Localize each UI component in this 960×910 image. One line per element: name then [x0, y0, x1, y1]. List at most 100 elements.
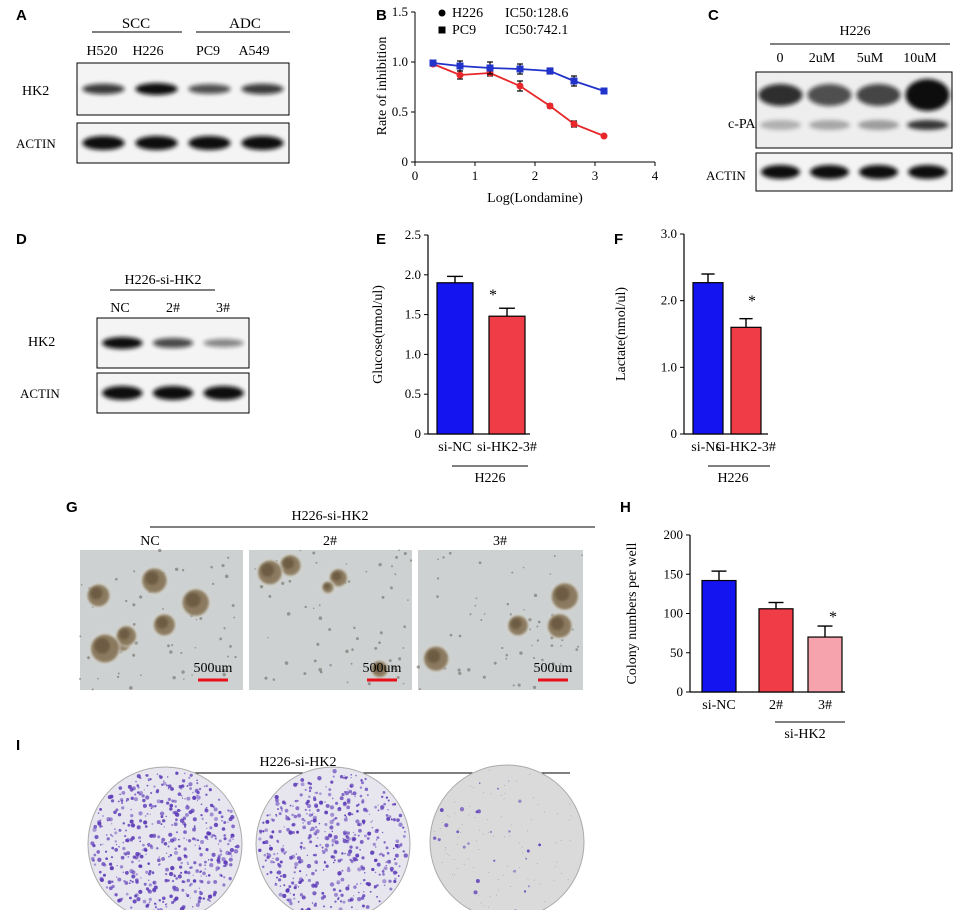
stained-colony	[223, 876, 226, 879]
stained-colony	[117, 800, 120, 803]
panel-g: H226-si-HK2 NC 2# 3# 500um 500um 500um	[78, 509, 595, 691]
stained-colony	[374, 871, 377, 874]
y-tick-label: 0	[671, 426, 678, 441]
stained-colony	[149, 833, 154, 838]
stained-colony	[277, 870, 282, 875]
stained-colony	[306, 803, 312, 809]
stained-colony	[158, 898, 162, 902]
debris	[303, 672, 307, 676]
stained-colony	[295, 853, 298, 855]
stained-colony	[336, 822, 340, 826]
stained-colony	[151, 805, 155, 808]
stained-colony	[340, 858, 343, 862]
stained-colony	[270, 818, 273, 821]
debris	[316, 642, 320, 646]
debris	[407, 599, 409, 601]
stained-colony	[142, 899, 147, 904]
stained-colony	[158, 856, 160, 858]
stained-colony	[278, 812, 282, 816]
stained-colony	[287, 898, 292, 903]
stained-colony	[278, 892, 283, 897]
panel-label-d: D	[16, 231, 27, 248]
speckle	[441, 862, 443, 864]
stained-colony	[117, 877, 122, 882]
stained-colony	[349, 783, 354, 788]
stained-colony	[186, 796, 191, 801]
speckle	[444, 848, 446, 850]
speckle	[446, 853, 448, 855]
stained-colony	[395, 843, 397, 846]
stained-colony	[154, 902, 156, 905]
stained-colony	[376, 836, 380, 840]
stained-colony	[280, 807, 283, 810]
stained-colony	[200, 875, 202, 877]
stained-colony	[360, 779, 363, 782]
stained-colony	[325, 864, 329, 868]
stained-colony	[371, 820, 374, 822]
plate-well	[429, 764, 585, 910]
speckle	[526, 830, 528, 832]
stained-colony	[342, 900, 346, 904]
blot-actin	[96, 372, 250, 414]
blot-actin	[755, 152, 953, 192]
stained-colony	[432, 836, 437, 840]
stained-colony	[299, 858, 304, 864]
panel-a: SCC ADC H520 H226 PC9 A549 HK2 ACTIN	[16, 16, 290, 164]
stained-colony	[121, 806, 125, 810]
stained-colony	[188, 782, 193, 787]
stained-colony	[133, 797, 138, 802]
stained-colony	[308, 809, 311, 812]
dose-label: 0	[777, 51, 784, 66]
stained-colony	[322, 894, 327, 899]
speckle	[504, 836, 506, 838]
culture-plate	[429, 764, 585, 910]
stained-colony	[122, 841, 125, 844]
debris	[299, 549, 301, 552]
debris	[493, 661, 497, 665]
stained-colony	[312, 891, 317, 896]
stained-colony	[324, 801, 326, 803]
stained-colony	[381, 795, 384, 799]
stained-colony	[137, 836, 142, 840]
point-pc9	[600, 87, 608, 95]
speckle	[458, 828, 460, 830]
stained-colony	[184, 870, 188, 874]
stained-colony	[359, 786, 363, 789]
stained-colony	[143, 820, 148, 825]
stained-colony	[397, 874, 400, 877]
lane-label: NC	[110, 301, 129, 316]
stained-colony	[489, 830, 493, 834]
stained-colony	[333, 850, 338, 854]
y-tick-label: 3.0	[661, 226, 677, 241]
stained-colony	[227, 821, 229, 823]
stained-colony	[324, 810, 329, 815]
speckle	[469, 785, 471, 787]
stained-colony	[343, 775, 345, 777]
stained-colony	[300, 848, 302, 850]
debris	[475, 597, 478, 600]
stained-colony	[119, 865, 124, 869]
stained-colony	[133, 855, 136, 859]
stained-colony	[327, 833, 333, 838]
stained-colony	[312, 818, 317, 823]
debris	[448, 551, 452, 555]
debris	[378, 562, 382, 567]
speckle	[570, 815, 572, 817]
stained-colony	[139, 777, 142, 780]
debris	[436, 577, 440, 580]
stained-colony	[190, 866, 193, 869]
group-label: si-HK2	[784, 727, 825, 742]
stained-colony	[210, 803, 213, 806]
band	[241, 83, 284, 95]
stained-colony	[113, 810, 117, 815]
stained-colony	[172, 900, 175, 903]
debris	[402, 682, 405, 685]
stained-colony	[167, 879, 170, 882]
row-label-hk2: HK2	[28, 335, 55, 350]
debris	[312, 551, 316, 555]
stained-colony	[392, 870, 397, 875]
stained-colony	[293, 814, 298, 819]
stained-colony	[175, 877, 178, 880]
stained-colony	[183, 830, 187, 834]
stained-colony	[518, 799, 522, 803]
